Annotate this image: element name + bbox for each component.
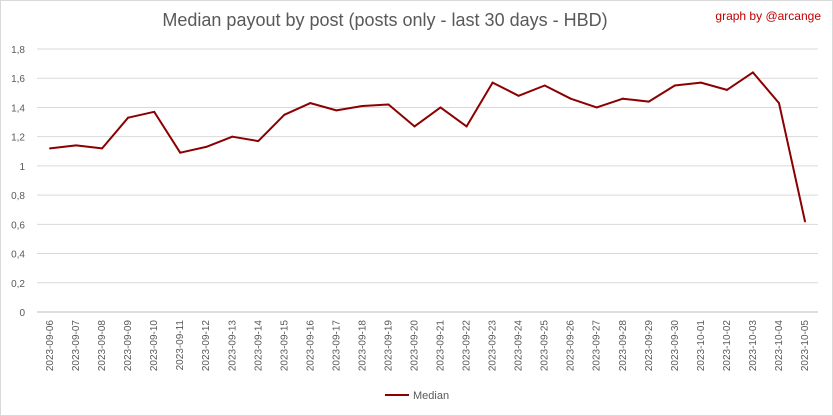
gridlines bbox=[37, 48, 818, 313]
x-tick-label: 2023-09-10 bbox=[149, 320, 160, 372]
data-point bbox=[153, 110, 156, 113]
data-point bbox=[647, 100, 650, 103]
data-point bbox=[569, 97, 572, 100]
x-axis-ticks: 2023-09-06 2023-09-07 2023-09-08 2023-09-09… bbox=[45, 320, 811, 372]
series-points bbox=[49, 71, 806, 223]
data-point bbox=[543, 84, 546, 87]
x-tick-label: 2023-09-18 bbox=[357, 320, 368, 372]
x-tick-label: 2023-09-19 bbox=[383, 320, 394, 372]
x-tick-label: 2023-10-04 bbox=[774, 320, 785, 372]
x-tick-label: 2023-09-30 bbox=[670, 320, 681, 372]
data-point bbox=[595, 106, 598, 109]
x-tick-label: 2023-09-26 bbox=[566, 320, 577, 372]
data-point bbox=[179, 151, 182, 154]
data-point bbox=[101, 147, 104, 150]
x-tick-label: 2023-09-17 bbox=[331, 320, 342, 372]
x-tick-label: 2023-09-20 bbox=[409, 320, 420, 372]
data-point bbox=[257, 140, 260, 143]
data-point bbox=[699, 81, 702, 84]
y-tick-label: 1,4 bbox=[11, 103, 25, 114]
x-tick-label: 2023-09-15 bbox=[279, 320, 290, 372]
data-point bbox=[75, 144, 78, 147]
x-tick-label: 2023-09-22 bbox=[462, 320, 473, 372]
x-tick-label: 2023-09-16 bbox=[305, 320, 316, 372]
data-point bbox=[361, 104, 364, 107]
x-tick-label: 2023-09-27 bbox=[592, 320, 603, 372]
y-tick-label: 0,6 bbox=[11, 220, 25, 231]
data-point bbox=[205, 145, 208, 148]
x-tick-label: 2023-09-28 bbox=[618, 320, 629, 372]
data-point bbox=[725, 88, 728, 91]
x-tick-label: 2023-09-12 bbox=[201, 320, 212, 372]
series-line-median bbox=[49, 71, 806, 222]
x-tick-label: 2023-09-14 bbox=[253, 320, 264, 372]
data-point bbox=[673, 84, 676, 87]
data-point bbox=[413, 125, 416, 128]
y-tick-label: 1,8 bbox=[11, 45, 25, 56]
x-tick-label: 2023-09-07 bbox=[71, 320, 82, 372]
y-axis-ticks: 0 0,2 0,4 0,6 0,8 1 1,2 1,4 1,6 1,8 bbox=[11, 45, 25, 319]
x-tick-label: 2023-09-21 bbox=[436, 320, 447, 372]
x-tick-label: 2023-09-29 bbox=[644, 320, 655, 372]
x-tick-label: 2023-09-24 bbox=[514, 320, 525, 372]
legend-label-median: Median bbox=[413, 390, 449, 402]
x-tick-label: 2023-09-23 bbox=[488, 320, 499, 372]
data-point bbox=[491, 81, 494, 84]
x-tick-label: 2023-10-01 bbox=[696, 320, 707, 372]
x-tick-label: 2023-09-13 bbox=[227, 320, 238, 372]
x-tick-label: 2023-09-08 bbox=[97, 320, 108, 372]
data-point bbox=[517, 94, 520, 97]
data-point bbox=[621, 97, 624, 100]
y-tick-label: 1,2 bbox=[11, 133, 25, 144]
x-tick-label: 2023-10-03 bbox=[748, 320, 759, 372]
chart-title: Median payout by post (posts only - last… bbox=[162, 10, 608, 30]
y-tick-label: 0 bbox=[19, 308, 25, 319]
data-point bbox=[283, 113, 286, 116]
y-tick-label: 1 bbox=[19, 162, 25, 173]
x-tick-label: 2023-09-06 bbox=[45, 320, 56, 372]
y-tick-label: 0,8 bbox=[11, 191, 25, 202]
data-point bbox=[49, 147, 52, 150]
data-point bbox=[439, 106, 442, 109]
x-tick-label: 2023-10-02 bbox=[722, 320, 733, 372]
data-point bbox=[127, 116, 130, 119]
data-point bbox=[335, 109, 338, 112]
x-tick-label: 2023-09-09 bbox=[123, 320, 134, 372]
y-tick-label: 0,4 bbox=[11, 250, 25, 261]
data-point bbox=[231, 135, 234, 138]
data-point bbox=[751, 71, 754, 74]
data-point bbox=[777, 102, 780, 105]
chart-credit: graph by @arcange bbox=[715, 9, 821, 23]
data-point bbox=[387, 103, 390, 106]
x-tick-label: 2023-10-05 bbox=[800, 320, 811, 372]
data-point bbox=[465, 125, 468, 128]
y-tick-label: 1,6 bbox=[11, 74, 25, 85]
data-point bbox=[803, 220, 806, 223]
x-tick-label: 2023-09-11 bbox=[175, 320, 186, 371]
legend: Median bbox=[385, 390, 449, 402]
x-tick-label: 2023-09-25 bbox=[540, 320, 551, 372]
data-point bbox=[309, 102, 312, 105]
y-tick-label: 0,2 bbox=[11, 279, 25, 290]
